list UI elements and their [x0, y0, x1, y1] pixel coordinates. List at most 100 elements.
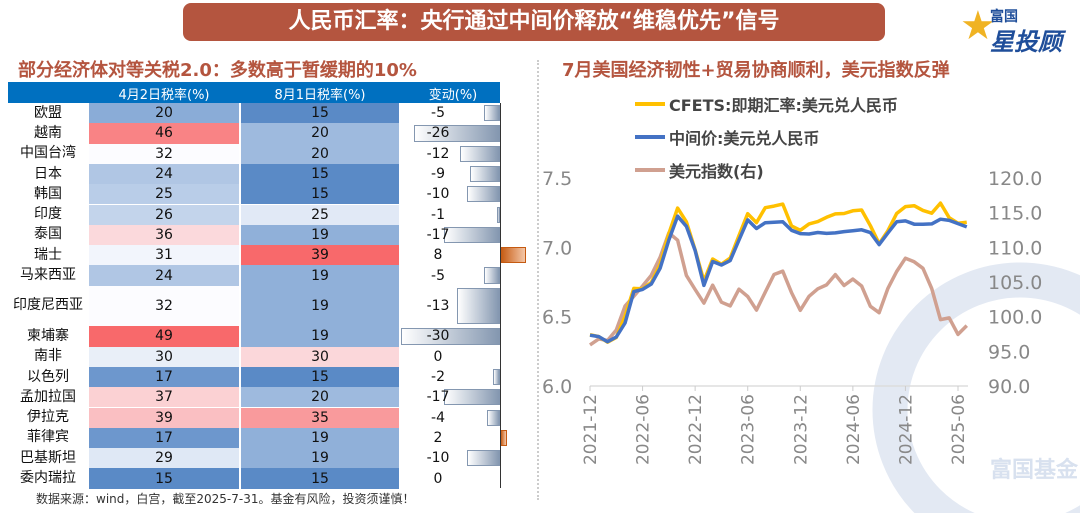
- change-value: -4: [408, 408, 468, 428]
- april-rate-cell: 49: [89, 326, 239, 346]
- country-name: 孟加拉国: [8, 387, 88, 407]
- april-rate-cell: 26: [89, 205, 239, 225]
- footer-source: 数据来源：wind，白宫，截至2025-7-31。基金有风险，投资须谨慎！: [36, 490, 414, 507]
- august-rate-cell: 30: [241, 347, 399, 367]
- august-rate-cell: 19: [241, 448, 399, 468]
- table-row: 巴基斯坦 29 19 -10: [8, 448, 528, 468]
- country-name: 瑞士: [8, 245, 88, 265]
- table-row: 以色列 17 15 -2: [8, 367, 528, 387]
- legend-label: 美元指数(右): [669, 158, 764, 182]
- april-rate-cell: 17: [89, 428, 239, 448]
- april-rate-cell: 15: [89, 468, 239, 488]
- page-title: 人民币汇率：央行通过中间价释放“维稳优先”信号: [183, 3, 885, 41]
- x-tick-label: 2024-12: [896, 394, 916, 465]
- x-tick-label: 2025-06: [949, 394, 969, 465]
- change-value: -9: [408, 164, 468, 184]
- april-rate-cell: 24: [89, 265, 239, 285]
- table-row: 印度 26 25 -1: [8, 205, 528, 225]
- august-rate-cell: 15: [241, 468, 399, 488]
- april-rate-cell: 32: [89, 286, 239, 327]
- country-name: 柬埔寨: [8, 326, 88, 346]
- watermark-text: 富国基金: [990, 457, 1079, 483]
- change-bar: [500, 247, 526, 263]
- header-april: 4月2日税率(%): [89, 84, 239, 103]
- country-name: 印度: [8, 205, 88, 225]
- table-row: 马来西亚 24 19 -5: [8, 265, 528, 285]
- country-name: 印度尼西亚: [8, 286, 88, 327]
- april-rate-cell: 37: [89, 387, 239, 407]
- change-value: -10: [408, 184, 468, 204]
- august-rate-cell: 25: [241, 205, 399, 225]
- april-rate-cell: 17: [89, 367, 239, 387]
- country-name: 菲律宾: [8, 428, 88, 448]
- change-value: 2: [408, 428, 468, 448]
- y-right-tick-label: 110.0: [988, 237, 1042, 259]
- table-row: 柬埔寨 49 19 -30: [8, 326, 528, 346]
- country-name: 巴基斯坦: [8, 448, 88, 468]
- table-row: 日本 24 15 -9: [8, 164, 528, 184]
- country-name: 韩国: [8, 184, 88, 204]
- august-rate-cell: 39: [241, 245, 399, 265]
- y-right-tick-label: 105.0: [988, 272, 1042, 294]
- x-tick-label: 2022-06: [634, 394, 654, 465]
- table-row: 印度尼西亚 32 19 -13: [8, 286, 528, 327]
- august-rate-cell: 19: [241, 428, 399, 448]
- country-name: 马来西亚: [8, 265, 88, 285]
- x-tick-label: 2023-06: [739, 394, 759, 465]
- change-bar: [470, 166, 500, 182]
- country-name: 越南: [8, 123, 88, 143]
- y-right-tick-label: 120.0: [988, 168, 1042, 190]
- table-row: 瑞士 31 39 8: [8, 245, 528, 265]
- change-value: -1: [408, 205, 468, 225]
- august-rate-cell: 20: [241, 144, 399, 164]
- april-rate-cell: 25: [89, 184, 239, 204]
- legend-label: 中间价:美元兑人民币: [669, 125, 819, 149]
- header-august: 8月1日税率(%): [241, 84, 399, 103]
- change-value: -5: [408, 265, 468, 285]
- change-value: -30: [408, 326, 468, 346]
- change-bar: [467, 450, 500, 466]
- table-row: 韩国 25 15 -10: [8, 184, 528, 204]
- country-name: 日本: [8, 164, 88, 184]
- april-rate-cell: 39: [89, 408, 239, 428]
- april-rate-cell: 32: [89, 144, 239, 164]
- y-right-tick-label: 100.0: [988, 307, 1042, 329]
- y-left-tick-label: 7.0: [542, 237, 572, 259]
- change-value: -2: [408, 367, 468, 387]
- legend-dxy: 美元指数(右): [635, 158, 764, 182]
- april-rate-cell: 46: [89, 123, 239, 143]
- april-rate-cell: 36: [89, 225, 239, 245]
- table-row: 中国台湾 32 20 -12: [8, 144, 528, 164]
- y-right-tick-label: 90.0: [988, 376, 1030, 398]
- table-row: 欧盟 20 15 -5: [8, 103, 528, 123]
- april-rate-cell: 31: [89, 245, 239, 265]
- change-value: -26: [408, 123, 468, 143]
- august-rate-cell: 19: [241, 286, 399, 327]
- august-rate-cell: 15: [241, 164, 399, 184]
- country-name: 以色列: [8, 367, 88, 387]
- table-row: 南非 30 30 0: [8, 347, 528, 367]
- y-left-tick-label: 6.0: [542, 376, 572, 398]
- logo: ★ 富国 星投顾: [960, 2, 1075, 54]
- y-right-tick-label: 115.0: [988, 203, 1042, 225]
- april-rate-cell: 30: [89, 347, 239, 367]
- august-rate-cell: 15: [241, 184, 399, 204]
- april-rate-cell: 29: [89, 448, 239, 468]
- x-tick-label: 2022-12: [686, 394, 706, 465]
- x-tick-label: 2024-06: [844, 394, 864, 465]
- legend-cfets: CFETS:即期汇率:美元兑人民币: [635, 92, 898, 116]
- country-name: 欧盟: [8, 103, 88, 123]
- header-change: 变动(%): [408, 84, 498, 103]
- table-row: 孟加拉国 37 20 -17: [8, 387, 528, 407]
- country-name: 委内瑞拉: [8, 468, 88, 488]
- april-rate-cell: 24: [89, 164, 239, 184]
- y-left-tick-label: 6.5: [542, 307, 572, 329]
- change-value: 0: [408, 347, 468, 367]
- august-rate-cell: 35: [241, 408, 399, 428]
- table-row: 菲律宾 17 19 2: [8, 428, 528, 448]
- country-name: 伊拉克: [8, 408, 88, 428]
- change-bar: [484, 105, 501, 121]
- change-bar: [467, 186, 500, 202]
- august-rate-cell: 19: [241, 265, 399, 285]
- legend-central-parity: 中间价:美元兑人民币: [635, 125, 819, 149]
